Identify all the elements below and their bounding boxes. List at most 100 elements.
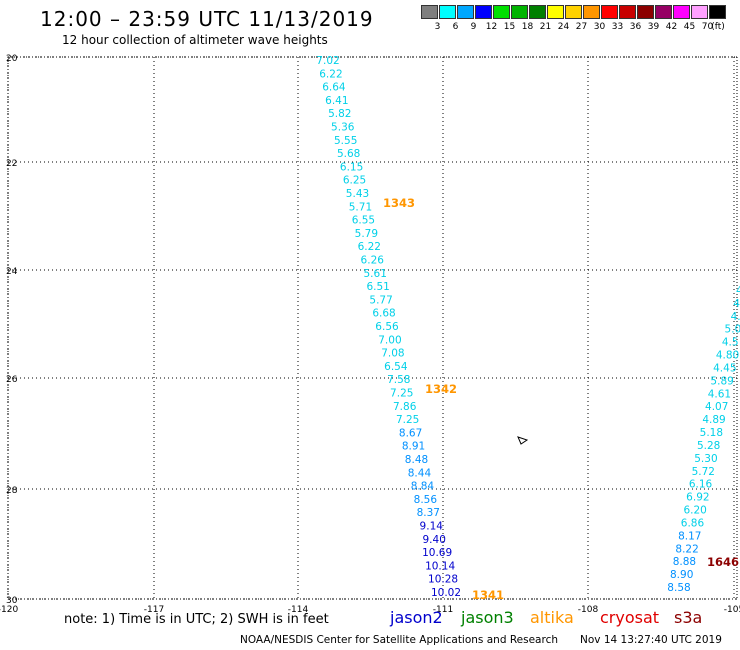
wave-height-value: 6.64 <box>322 82 346 94</box>
scale-swatch <box>709 5 726 19</box>
wave-height-value: 5.43 <box>346 188 369 200</box>
scale-label: 45 <box>683 22 696 32</box>
wave-height-value: 8.56 <box>414 494 438 506</box>
wave-height-value: 6.55 <box>352 215 375 227</box>
scale-label: 15 <box>503 22 516 32</box>
scale-unit: (ft) <box>711 22 725 32</box>
wave-height-value: 8.67 <box>399 427 422 439</box>
scale-swatch <box>439 5 456 19</box>
wave-height-value: 5.0 <box>725 324 740 336</box>
longitude-label: -108 <box>578 605 599 615</box>
wave-height-value: 5.72 <box>692 466 715 478</box>
longitude-label: -114 <box>288 605 309 615</box>
scale-label: 70 <box>701 22 714 32</box>
latitude-label: 28 <box>6 486 18 496</box>
wave-height-value: 7.02 <box>316 55 339 67</box>
wave-height-value: 9.40 <box>423 534 446 546</box>
wave-height-value: 6.20 <box>683 505 706 517</box>
wave-height-value: 4.45 <box>713 362 736 374</box>
longitude-labels: -120 -117 -114 -111 -108 -105 <box>0 605 740 615</box>
scale-label: 6 <box>452 22 459 32</box>
scale-swatch <box>457 5 474 19</box>
wave-height-value: 4.07 <box>705 401 728 413</box>
wave-height-value: 7.25 <box>396 414 419 426</box>
wave-height-value: 5.28 <box>697 440 720 452</box>
scale-label: 30 <box>593 22 606 32</box>
longitude-label: -120 <box>0 605 18 615</box>
latitude-labels: 20 22 24 26 28 30 <box>6 54 18 606</box>
wave-height-value: 5.89 <box>710 375 733 387</box>
scale-label: 21 <box>539 22 552 32</box>
scale-swatch <box>637 5 654 19</box>
island-outline <box>517 436 529 445</box>
color-scale-legend: 3 6 9 12 15 18 21 24 27 30 33 36 39 42 45 70 (ft) <box>421 5 731 39</box>
scale-swatch <box>511 5 528 19</box>
wave-height-value: 6.22 <box>358 241 381 253</box>
wave-height-value: 4. <box>736 285 740 297</box>
wave-height-value: 4.5 <box>722 337 739 349</box>
page-title: 12:00 – 23:59 UTC 11/13/2019 <box>40 7 374 31</box>
wave-height-value: 5.82 <box>328 108 351 120</box>
wave-height-value: 8.88 <box>673 556 696 568</box>
wave-height-value: 5.36 <box>331 122 355 134</box>
wave-height-value: 9.14 <box>420 521 444 533</box>
wave-height-value: 4. <box>731 311 740 323</box>
wave-height-value: 8.90 <box>670 569 693 581</box>
latitude-label: 26 <box>6 375 18 385</box>
generated-timestamp: Nov 14 13:27:40 UTC 2019 <box>580 634 722 646</box>
legend-jason2: jason2 <box>390 608 443 627</box>
wave-height-value: 10.14 <box>425 560 455 572</box>
wave-height-value: 6.25 <box>343 175 366 187</box>
wave-height-value: 10.69 <box>422 547 452 559</box>
scale-label: 27 <box>575 22 588 32</box>
wave-height-value: 8.17 <box>678 530 701 542</box>
scale-swatch <box>619 5 636 19</box>
legend-s3a: s3a <box>674 608 703 627</box>
scale-label: 9 <box>470 22 477 32</box>
wave-height-value: 5.61 <box>364 268 387 280</box>
scale-swatch <box>421 5 438 19</box>
wave-height-value: 4.61 <box>708 388 731 400</box>
footnote: note: 1) Time is in UTC; 2) SWH is in fe… <box>64 612 329 627</box>
latitude-label: 30 <box>6 596 18 606</box>
wave-height-value: 8.48 <box>405 454 428 466</box>
wave-height-value: 8.84 <box>411 481 435 493</box>
scale-swatch <box>565 5 582 19</box>
scale-swatch <box>493 5 510 19</box>
longitude-label: -105 <box>724 605 740 615</box>
wave-height-value: 4. <box>733 298 740 310</box>
wave-height-value: 6.16 <box>689 479 713 491</box>
page-subtitle: 12 hour collection of altimeter wave hei… <box>62 33 328 47</box>
wave-height-value: 6.51 <box>366 281 389 293</box>
scale-swatch <box>601 5 618 19</box>
scale-swatch <box>547 5 564 19</box>
pass-labels: 1343 1342 1341 1646 <box>383 196 739 602</box>
wave-height-value: 7.00 <box>378 334 401 346</box>
wave-height-value: 4.89 <box>702 414 725 426</box>
credit-line: NOAA/NESDIS Center for Satellite Applica… <box>240 634 558 646</box>
latitude-label: 22 <box>6 159 17 169</box>
wave-height-value: 5.79 <box>355 228 378 240</box>
wave-height-value: 7.25 <box>390 388 413 400</box>
legend-altika: altika <box>530 608 574 627</box>
scale-swatch <box>475 5 492 19</box>
wave-height-value: 8.91 <box>402 441 425 453</box>
wave-height-value: 6.22 <box>319 68 342 80</box>
wave-height-value: 10.28 <box>428 574 458 586</box>
altimeter-track-a: 7.026.226.646.415.825.365.555.686.156.25… <box>316 55 461 599</box>
wave-height-value: 8.44 <box>408 467 432 479</box>
scale-label: 39 <box>647 22 660 32</box>
scale-swatch <box>529 5 546 19</box>
wave-height-value: 6.68 <box>372 308 395 320</box>
wave-height-value: 5.30 <box>694 453 717 465</box>
scale-label: 42 <box>665 22 678 32</box>
latitude-label: 20 <box>6 54 18 64</box>
wave-height-value: 7.58 <box>387 374 410 386</box>
scale-label: 33 <box>611 22 624 32</box>
pass-number-label: 1341 <box>472 588 504 602</box>
wave-height-value: 7.08 <box>381 348 404 360</box>
scale-swatch <box>673 5 690 19</box>
legend-cryosat: cryosat <box>600 608 660 627</box>
scale-swatch <box>691 5 708 19</box>
